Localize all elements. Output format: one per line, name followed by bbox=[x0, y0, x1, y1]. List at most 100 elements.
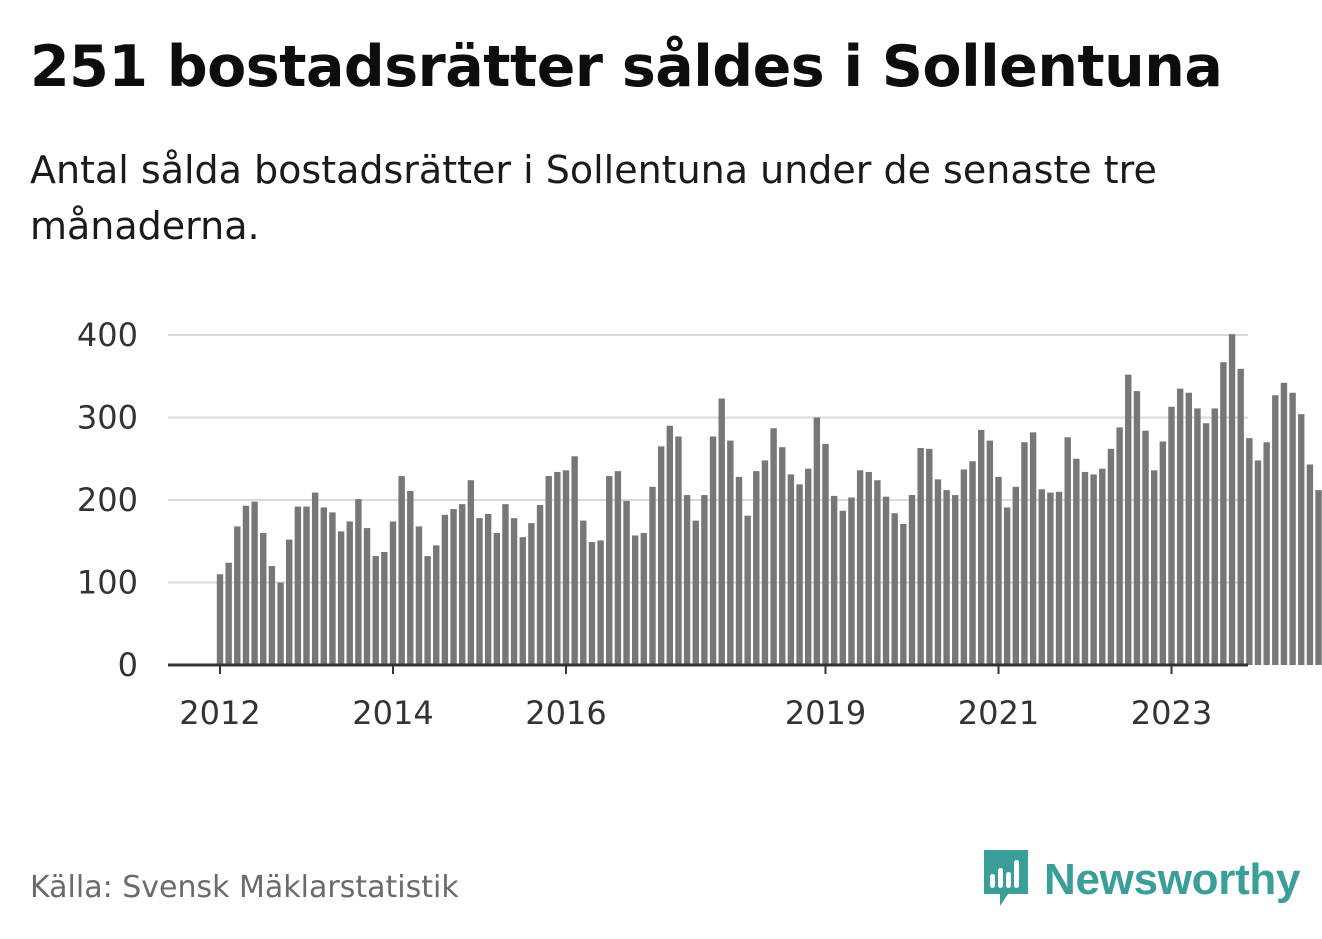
bar bbox=[519, 537, 526, 666]
bar bbox=[242, 505, 250, 665]
bar bbox=[510, 518, 518, 665]
bar bbox=[346, 521, 353, 665]
bar bbox=[666, 425, 673, 665]
bar bbox=[1021, 442, 1028, 665]
bar bbox=[1064, 437, 1071, 665]
bar bbox=[562, 470, 570, 665]
bar bbox=[640, 533, 648, 665]
chart-title: 251 bostadsrätter såldes i Sollentuna bbox=[30, 34, 1223, 100]
bar bbox=[1090, 474, 1097, 665]
bar bbox=[1289, 392, 1296, 665]
bar bbox=[225, 562, 232, 665]
bar bbox=[251, 501, 258, 665]
bar bbox=[588, 542, 596, 665]
bar bbox=[329, 512, 336, 666]
bar bbox=[926, 448, 933, 665]
bar bbox=[770, 428, 777, 665]
bar bbox=[1081, 471, 1089, 665]
bar bbox=[709, 436, 717, 665]
bar bbox=[1116, 427, 1123, 665]
bar bbox=[1055, 491, 1063, 665]
bar bbox=[1159, 441, 1167, 665]
bar-chart: 0 100 200 300 400 2012 2014 2016 2019 2021 2023 2… bbox=[77, 316, 1322, 732]
bar bbox=[1228, 334, 1236, 665]
bar bbox=[545, 476, 552, 665]
bar bbox=[1280, 382, 1288, 665]
bar bbox=[433, 545, 440, 666]
bar bbox=[260, 533, 267, 665]
bar bbox=[727, 440, 734, 665]
chart-subtitle: Antal sålda bostadsrätter i Sollentuna u… bbox=[30, 148, 1157, 248]
bar bbox=[1107, 448, 1115, 665]
bar bbox=[900, 523, 907, 665]
x-tick-label: 2021 bbox=[958, 694, 1039, 732]
bar bbox=[1211, 408, 1218, 665]
bar bbox=[372, 556, 379, 665]
bar bbox=[1125, 374, 1132, 665]
bar bbox=[623, 500, 630, 665]
bar bbox=[1168, 406, 1175, 665]
bar bbox=[692, 520, 699, 666]
bar bbox=[441, 514, 449, 665]
x-tick-label: 2016 bbox=[525, 694, 606, 732]
bar bbox=[839, 510, 846, 665]
bar bbox=[1176, 388, 1184, 666]
bar bbox=[1194, 408, 1201, 665]
bar bbox=[1220, 362, 1227, 665]
source-note: Källa: Svensk Mäklarstatistik bbox=[30, 870, 459, 905]
bar bbox=[1073, 458, 1080, 665]
bar bbox=[459, 504, 466, 666]
bar bbox=[363, 528, 371, 665]
bar bbox=[450, 509, 457, 665]
bar bbox=[986, 440, 994, 665]
bar bbox=[467, 480, 475, 665]
bar bbox=[952, 495, 959, 665]
bar bbox=[1306, 464, 1314, 665]
bar bbox=[995, 476, 1002, 665]
bar bbox=[597, 540, 604, 665]
x-tick-label: 2012 bbox=[179, 694, 260, 732]
bar bbox=[407, 490, 414, 665]
bar bbox=[943, 490, 950, 665]
bar bbox=[476, 518, 483, 665]
bar bbox=[908, 495, 916, 665]
bar bbox=[917, 448, 924, 665]
bar bbox=[528, 523, 535, 665]
bar bbox=[1151, 470, 1158, 665]
x-tick-label: 2019 bbox=[785, 694, 866, 732]
bar bbox=[234, 526, 241, 665]
bar bbox=[614, 471, 622, 666]
bar bbox=[554, 471, 561, 665]
bar bbox=[398, 476, 405, 665]
bar bbox=[389, 521, 397, 665]
bar bbox=[1099, 468, 1106, 665]
bar bbox=[874, 480, 881, 665]
bar bbox=[683, 495, 691, 665]
bar bbox=[1012, 486, 1019, 665]
bar bbox=[1272, 395, 1279, 665]
bar bbox=[502, 504, 509, 666]
bar bbox=[735, 476, 743, 665]
bar bbox=[830, 495, 838, 666]
bar bbox=[1038, 489, 1045, 665]
brand-logo[interactable]: Newsworthy bbox=[980, 848, 1300, 912]
bar bbox=[268, 566, 276, 665]
newsworthy-logo-icon bbox=[984, 850, 1028, 906]
bar bbox=[320, 507, 327, 665]
bar bbox=[580, 520, 587, 666]
bar bbox=[1029, 432, 1037, 665]
y-tick-label: 300 bbox=[77, 399, 138, 437]
bar bbox=[1202, 423, 1210, 665]
bar bbox=[718, 398, 725, 665]
bar bbox=[415, 526, 423, 665]
brand-name: Newsworthy bbox=[1044, 855, 1301, 904]
y-tick-label: 0 bbox=[118, 646, 138, 684]
x-tick-label: 2014 bbox=[352, 694, 433, 732]
bar bbox=[813, 417, 821, 665]
bar bbox=[761, 460, 769, 665]
bar bbox=[1142, 430, 1149, 665]
bar bbox=[606, 476, 613, 665]
bar bbox=[753, 471, 760, 666]
bar bbox=[337, 531, 345, 665]
bar-series bbox=[216, 334, 1322, 666]
